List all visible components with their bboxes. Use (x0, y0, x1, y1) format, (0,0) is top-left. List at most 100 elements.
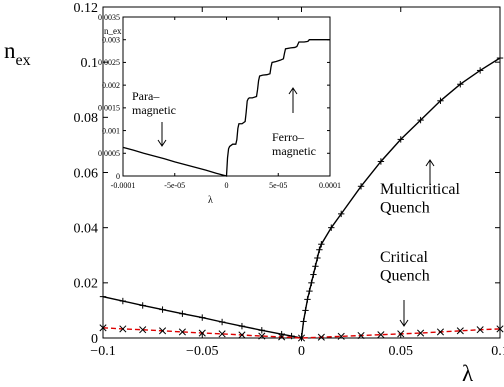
data-point (496, 54, 504, 62)
annotation-text: Quench (380, 267, 430, 284)
series-line (102, 57, 501, 339)
data-point (306, 287, 313, 295)
main-y-axis-label-main: n (4, 38, 16, 63)
y-tick-label: 0.02 (74, 277, 99, 292)
inset-background (123, 17, 330, 176)
x-tick-label: -0.0001 (111, 181, 136, 190)
data-point (397, 330, 405, 338)
y-tick-label: 0.001 (102, 126, 120, 135)
data-point (139, 326, 147, 334)
inset-plot: -0.0001 -5e-05 0 5e-05 0.0001 0 0.0005 0.001 0.0… (98, 13, 341, 206)
data-point (310, 271, 317, 278)
data-point (337, 332, 345, 340)
data-point (302, 307, 309, 314)
main-x-axis-label: λ (462, 361, 474, 386)
annotation-ferromagnetic: Ferro–magnetic (272, 87, 316, 158)
annotation-arrow (157, 122, 167, 147)
data-point (308, 279, 315, 287)
main-series (99, 54, 504, 342)
data-point (297, 334, 306, 342)
data-point (338, 210, 345, 218)
annotation-text: magnetic (132, 103, 176, 117)
y-tick-label: 0 (116, 172, 120, 181)
x-tick-label: −0.05 (186, 344, 218, 359)
data-point (199, 314, 206, 321)
inset-x-axis-label: λ (208, 195, 213, 206)
data-point (357, 331, 365, 340)
x-tick-label: 0.1 (491, 344, 504, 359)
annotation-text: Multicritical (380, 181, 461, 198)
series-line (122, 39, 330, 177)
x-tick-label: 0.05 (389, 344, 414, 359)
main-plot: −0.1 −0.05 0 0.05 0.1 0 0.02 0.04 0.06 0.08 0.1 0.1… (4, 1, 504, 386)
data-point (436, 328, 445, 336)
data-point (99, 324, 107, 332)
y-tick-label: 0.1 (81, 56, 99, 71)
annotation-arrow (399, 300, 409, 327)
annotation-text: Ferro– (272, 130, 305, 144)
data-point (119, 297, 127, 305)
data-point (238, 322, 246, 330)
data-point (377, 158, 385, 165)
annotation-text: Para– (132, 89, 160, 103)
data-point (99, 293, 107, 300)
main-y-axis-label: nex (4, 38, 31, 69)
inset-y-axis-label: n_ex (104, 26, 122, 36)
annotation-arrow (425, 159, 435, 184)
series-line (102, 327, 501, 339)
y-tick-label: 0.0015 (98, 104, 120, 113)
data-point (198, 329, 206, 337)
annotation-text: magnetic (272, 144, 316, 158)
data-point (417, 329, 425, 337)
data-point (496, 325, 504, 333)
y-tick-label: 0.0035 (98, 13, 120, 22)
annotation-arrow (288, 87, 298, 113)
data-point (179, 310, 186, 317)
annotation-paramagnetic: Para–magnetic (132, 89, 176, 147)
data-point (318, 241, 325, 248)
data-point (314, 254, 321, 262)
data-point (158, 327, 167, 335)
data-point (139, 302, 146, 309)
x-tick-label: 0 (298, 344, 305, 359)
data-point (317, 333, 325, 341)
data-point (437, 97, 444, 104)
data-point (357, 183, 365, 190)
data-point (456, 327, 464, 335)
y-tick-label: 0.06 (74, 166, 99, 181)
data-point (312, 263, 319, 270)
data-point (258, 332, 266, 340)
y-tick-label: 0.08 (74, 111, 99, 126)
main-y-axis-label-sub: ex (16, 52, 31, 69)
y-tick-label: 0.0025 (98, 58, 120, 67)
y-tick-label: 0.04 (74, 222, 99, 237)
data-point (397, 136, 404, 143)
data-point (278, 333, 286, 341)
x-tick-label: 0.0001 (319, 181, 341, 190)
annotation-text: Quench (380, 199, 430, 216)
data-point (178, 328, 186, 336)
annotation-text: Critical (380, 249, 429, 266)
x-tick-label: -5e-05 (164, 181, 185, 190)
x-tick-label: 0 (225, 181, 229, 190)
y-tick-label: 0.0005 (98, 149, 120, 158)
data-point (238, 331, 246, 339)
data-point (218, 318, 226, 326)
data-point (119, 325, 127, 333)
data-point (300, 318, 307, 325)
data-point (377, 331, 385, 339)
y-tick-label: 0.002 (102, 81, 120, 90)
data-point (304, 296, 311, 303)
data-point (328, 224, 335, 231)
data-point (258, 327, 265, 334)
data-point (159, 306, 166, 313)
y-tick-label: 0.003 (102, 36, 120, 45)
data-point (417, 116, 424, 124)
data-point (476, 67, 484, 74)
data-point (218, 330, 226, 338)
y-tick-label: 0 (91, 332, 98, 347)
